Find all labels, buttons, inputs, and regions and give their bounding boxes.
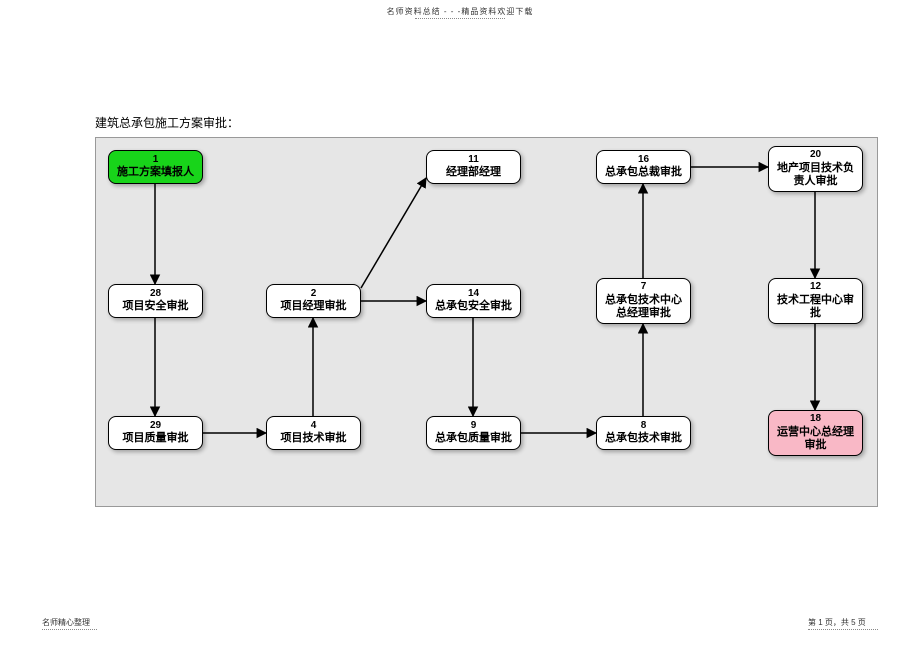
node-label: 项目质量审批 xyxy=(123,432,189,446)
node-number: 14 xyxy=(468,288,479,301)
node-label: 总承包技术审批 xyxy=(605,432,682,446)
flow-node-n14: 14总承包安全审批 xyxy=(426,284,521,318)
flow-node-n9: 9总承包质量审批 xyxy=(426,416,521,450)
doc-title: 建筑总承包施工方案审批： xyxy=(0,19,920,137)
flow-node-n8: 8总承包技术审批 xyxy=(596,416,691,450)
flow-node-n1: 1施工方案填报人 xyxy=(108,150,203,184)
flow-node-n7: 7总承包技术中心总经理审批 xyxy=(596,278,691,324)
edge-n2-n11 xyxy=(361,178,426,288)
footer-right-text: 第 1 页，共 5 页 xyxy=(808,618,866,627)
node-number: 28 xyxy=(150,288,161,301)
node-number: 11 xyxy=(468,154,479,167)
footer-right: 第 1 页，共 5 页 xyxy=(808,617,878,630)
node-number: 7 xyxy=(641,281,647,294)
flowchart-canvas: 1施工方案填报人28项目安全审批29项目质量审批2项目经理审批4项目技术审批11… xyxy=(95,137,878,507)
edge-layer xyxy=(96,138,877,506)
node-label: 项目经理审批 xyxy=(281,300,347,314)
node-number: 2 xyxy=(311,288,317,301)
node-label: 技术工程中心审批 xyxy=(773,294,858,322)
node-number: 18 xyxy=(810,413,821,426)
flow-node-n11: 11经理部经理 xyxy=(426,150,521,184)
node-number: 4 xyxy=(311,420,317,433)
footer-left-underline xyxy=(42,629,97,630)
flow-node-n28: 28项目安全审批 xyxy=(108,284,203,318)
node-number: 9 xyxy=(471,420,477,433)
node-label: 施工方案填报人 xyxy=(117,166,194,180)
node-label: 项目安全审批 xyxy=(123,300,189,314)
flow-node-n20: 20地产项目技术负责人审批 xyxy=(768,146,863,192)
flow-node-n12: 12技术工程中心审批 xyxy=(768,278,863,324)
footer-right-underline xyxy=(808,629,878,630)
flow-node-n16: 16总承包总裁审批 xyxy=(596,150,691,184)
flow-node-n4: 4项目技术审批 xyxy=(266,416,361,450)
node-label: 运营中心总经理审批 xyxy=(773,426,858,454)
page-header-text: 名师资料总结 - - -精品资料欢迎下载 xyxy=(387,7,534,16)
node-label: 经理部经理 xyxy=(446,166,501,180)
footer-left: 名师精心整理 xyxy=(42,617,97,630)
node-label: 项目技术审批 xyxy=(281,432,347,446)
node-number: 29 xyxy=(150,420,161,433)
flow-node-n18: 18运营中心总经理审批 xyxy=(768,410,863,456)
node-label: 总承包技术中心总经理审批 xyxy=(601,294,686,322)
node-label: 总承包总裁审批 xyxy=(605,166,682,180)
footer-left-text: 名师精心整理 xyxy=(42,618,90,627)
node-number: 1 xyxy=(153,154,159,167)
node-number: 8 xyxy=(641,420,647,433)
node-number: 16 xyxy=(638,154,649,167)
flow-node-n29: 29项目质量审批 xyxy=(108,416,203,450)
node-label: 总承包质量审批 xyxy=(435,432,512,446)
node-number: 20 xyxy=(810,149,821,162)
node-label: 总承包安全审批 xyxy=(435,300,512,314)
node-number: 12 xyxy=(810,281,821,294)
flow-node-n2: 2项目经理审批 xyxy=(266,284,361,318)
page-footer: 名师精心整理 第 1 页，共 5 页 xyxy=(0,617,920,640)
node-label: 地产项目技术负责人审批 xyxy=(773,162,858,190)
